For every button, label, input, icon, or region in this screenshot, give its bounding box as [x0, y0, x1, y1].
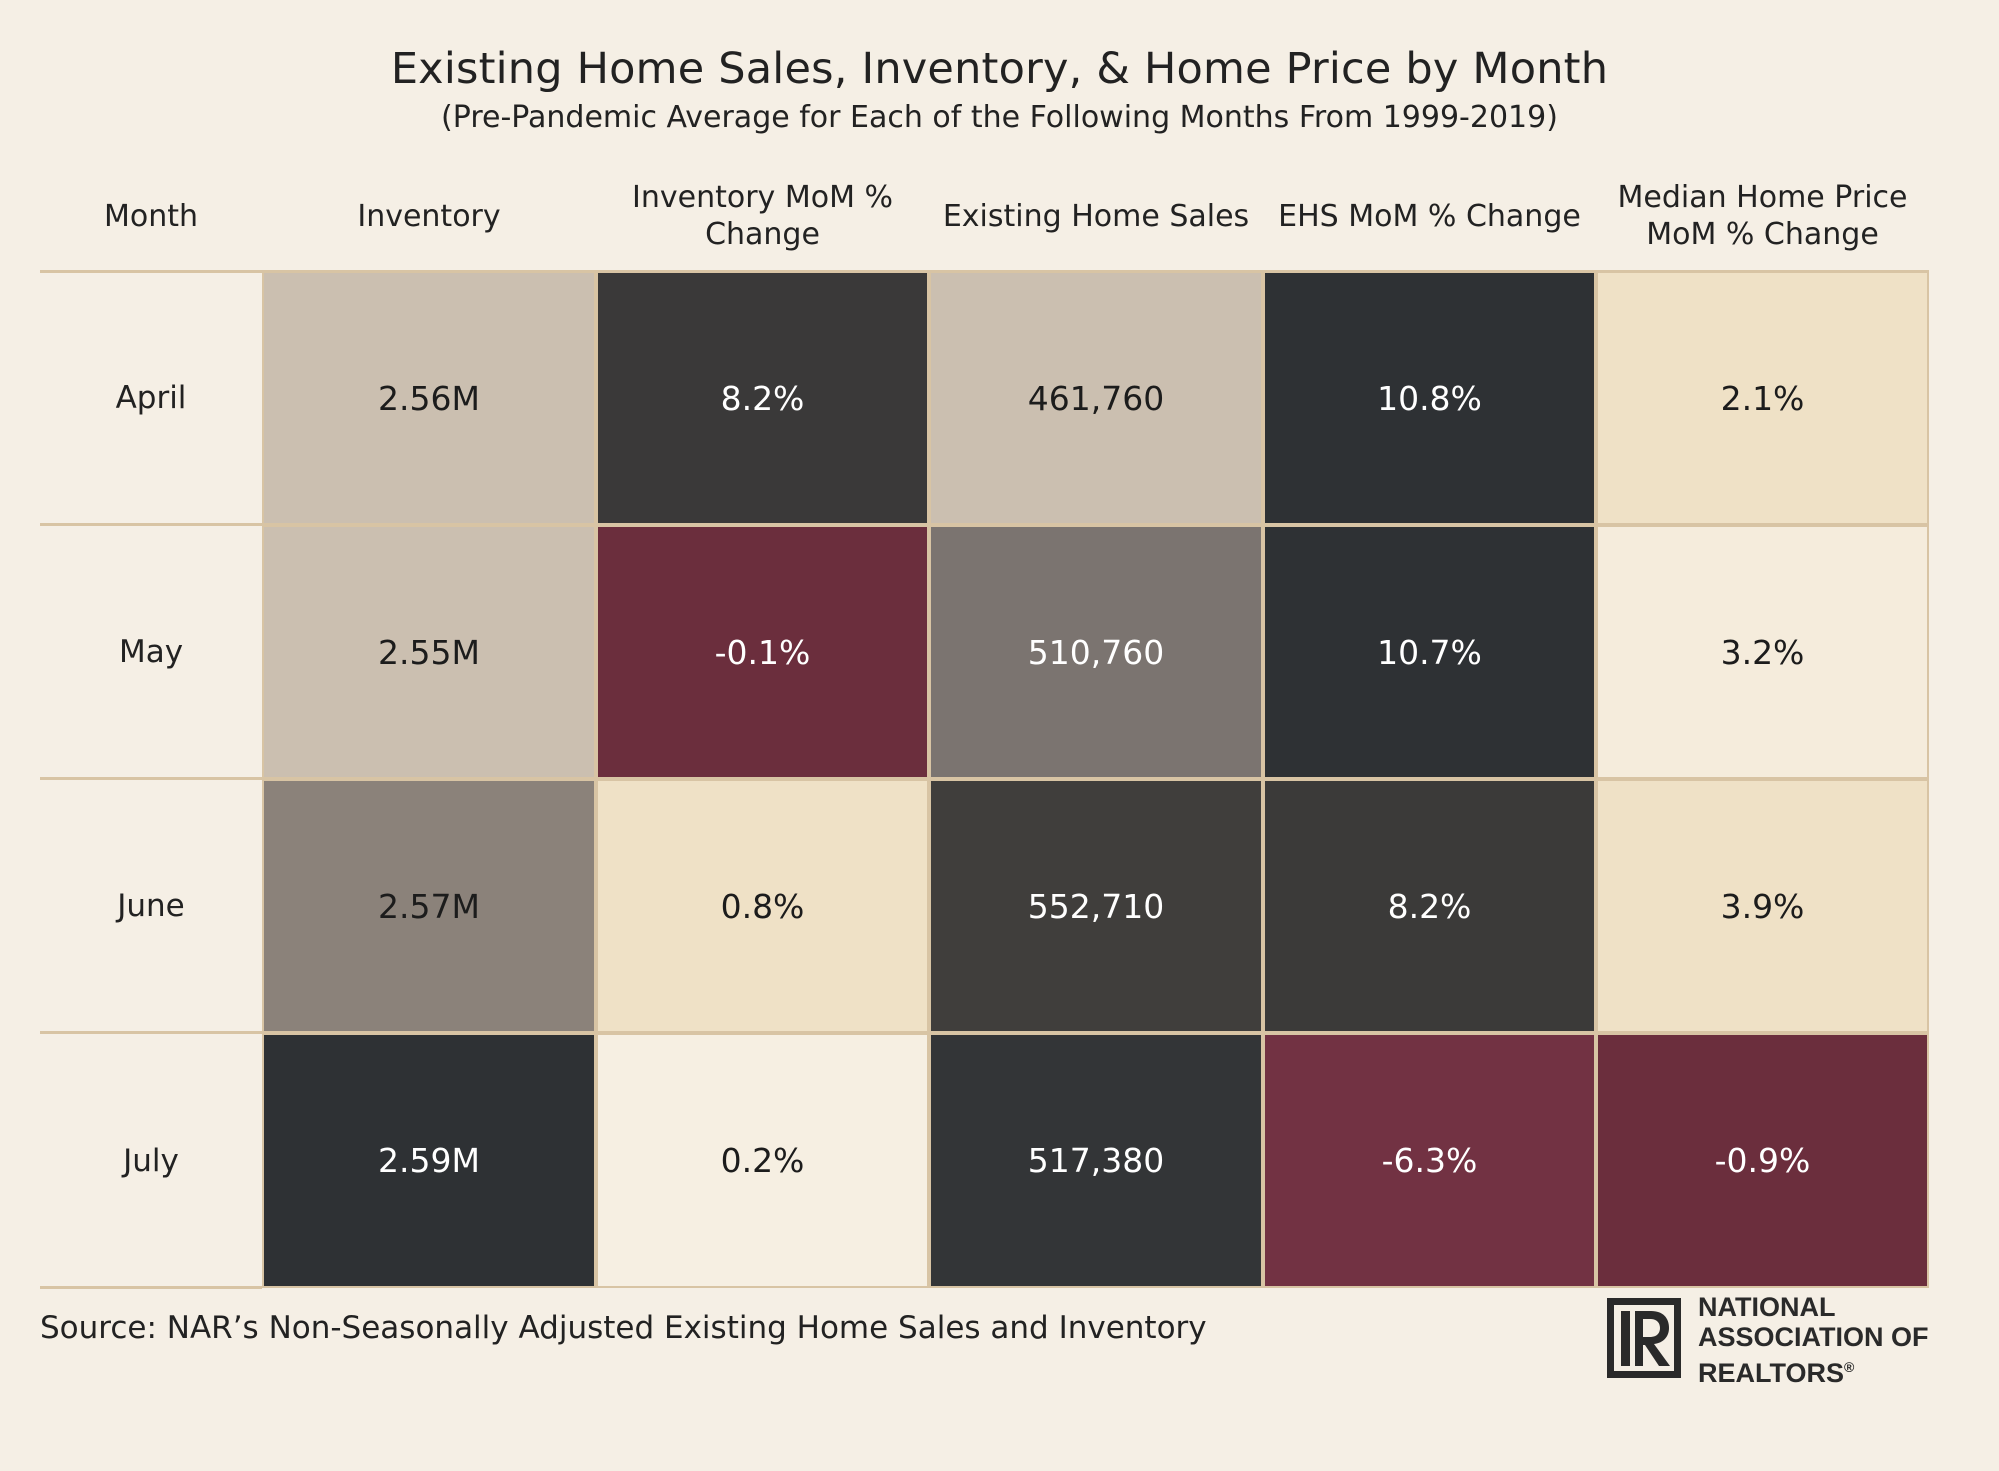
column-header-line: MoM % Change [1646, 217, 1879, 252]
cell-july-ehs-mom-change: -6.3% [1263, 1033, 1596, 1288]
logo-registered-mark: ® [1844, 1359, 1855, 1375]
cell-april-existing-home-sales: 461,760 [929, 271, 1263, 525]
column-header-existing-home-sales: Existing Home Sales [929, 170, 1263, 262]
cell-may-inventory-mom-change: -0.1% [596, 525, 929, 779]
row-divider [40, 1031, 262, 1034]
column-header-line: EHS MoM % Change [1278, 198, 1581, 234]
cell-june-ehs-mom-change: 8.2% [1263, 779, 1596, 1033]
cell-june-inventory: 2.57M [262, 779, 596, 1033]
chart-title: Existing Home Sales, Inventory, & Home P… [390, 44, 1609, 94]
row-label-may: May [118, 634, 184, 670]
row-label-april: April [115, 380, 187, 416]
column-header-line: Inventory MoM % [632, 180, 893, 215]
row-divider [40, 523, 262, 526]
column-header-inventory: Inventory [262, 170, 596, 262]
column-header-text: Inventory [357, 198, 500, 235]
column-header-text: Existing Home Sales [943, 198, 1249, 235]
cell-july-inventory-mom-change: 0.2% [596, 1033, 929, 1288]
cell-may-ehs-mom-change: 10.7% [1263, 525, 1596, 779]
cell-april-median-home-price-mom-change: 2.1% [1596, 271, 1929, 525]
row-label-july: July [123, 1142, 179, 1179]
column-header-line: Median Home Price [1617, 180, 1908, 215]
row-divider [40, 1286, 262, 1289]
cell-april-inventory: 2.56M [262, 271, 596, 525]
column-header-ehs-mom-change: EHS MoM % Change [1263, 170, 1596, 262]
logo-line-1: NATIONAL [1698, 1292, 1836, 1322]
column-header-text: EHS MoM % Change [1278, 198, 1581, 235]
cell-april-ehs-mom-change: 10.8% [1263, 271, 1596, 525]
row-label-june: June [117, 888, 185, 924]
realtor-logo-text: NATIONAL ASSOCIATION OF REALTORS® [1698, 1292, 1929, 1388]
column-header-text: Month [104, 198, 198, 235]
cell-april-inventory-mom-change: 8.2% [596, 271, 929, 525]
cell-may-inventory: 2.55M [262, 525, 596, 779]
logo-line-3: REALTORS® [1698, 1352, 1929, 1388]
column-header-line: Month [103, 198, 199, 234]
column-header-text: Inventory MoM % Change [632, 179, 893, 253]
cell-june-median-home-price-mom-change: 3.9% [1596, 779, 1929, 1033]
column-header-line: Existing Home Sales [942, 198, 1250, 234]
logo-line-2: ASSOCIATION OF [1698, 1322, 1929, 1352]
column-header-month: Month [40, 170, 262, 262]
column-header-median-home-price-mom-change: Median Home Price MoM % Change [1596, 170, 1929, 262]
cell-july-existing-home-sales: 517,380 [929, 1033, 1263, 1288]
column-header-line: Change [705, 217, 820, 252]
logo-line-3-text: REALTORS [1698, 1358, 1845, 1388]
column-header-text: Median Home Price MoM % Change [1618, 179, 1908, 253]
cell-may-existing-home-sales: 510,760 [929, 525, 1263, 779]
cell-july-median-home-price-mom-change: -0.9% [1596, 1033, 1929, 1288]
chart-subtitle: (Pre-Pandemic Average for Each of the Fo… [441, 100, 1558, 135]
cell-july-inventory: 2.59M [262, 1033, 596, 1288]
header-divider [40, 270, 1929, 273]
realtor-logo-icon [1607, 1298, 1681, 1378]
cell-may-median-home-price-mom-change: 3.2% [1596, 525, 1929, 779]
source-note: Source: NAR’s Non-Seasonally Adjusted Ex… [40, 1310, 1207, 1346]
column-header-inventory-mom-change: Inventory MoM % Change [596, 170, 929, 262]
cell-june-inventory-mom-change: 0.8% [596, 779, 929, 1033]
row-divider [40, 777, 262, 780]
column-header-line: Inventory [357, 198, 501, 234]
cell-june-existing-home-sales: 552,710 [929, 779, 1263, 1033]
